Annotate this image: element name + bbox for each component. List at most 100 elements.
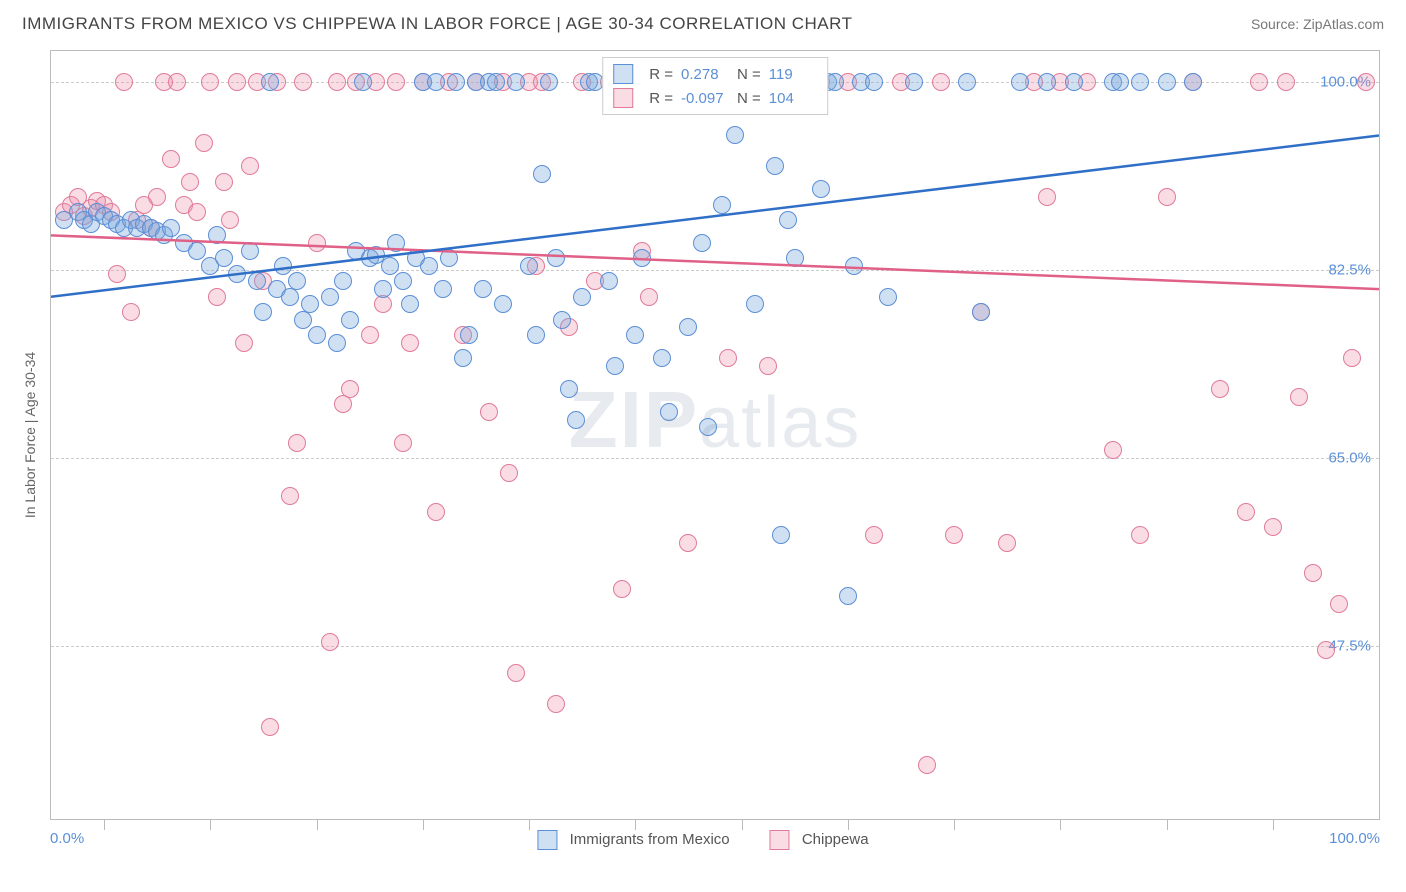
point-series1: [1038, 73, 1056, 91]
point-series1: [288, 272, 306, 290]
point-series1: [533, 165, 551, 183]
point-series2: [500, 464, 518, 482]
watermark: ZIPatlas: [569, 374, 862, 466]
xlegend-label-2: Chippewa: [802, 831, 869, 848]
point-series1: [427, 73, 445, 91]
point-series2: [918, 756, 936, 774]
point-series1: [460, 326, 478, 344]
point-series1: [826, 73, 844, 91]
point-series2: [1343, 349, 1361, 367]
point-series1: [274, 257, 292, 275]
stat-row-2: R = -0.097 N = 104: [613, 86, 817, 110]
point-series1: [334, 272, 352, 290]
point-series1: [845, 257, 863, 275]
point-series1: [746, 295, 764, 313]
x-tick: [742, 820, 743, 830]
n-value-1: 119: [769, 66, 817, 83]
point-series2: [261, 718, 279, 736]
point-series2: [1277, 73, 1295, 91]
point-series2: [613, 580, 631, 598]
point-series2: [865, 526, 883, 544]
point-series2: [108, 265, 126, 283]
point-series1: [254, 303, 272, 321]
point-series2: [640, 288, 658, 306]
point-series1: [660, 403, 678, 421]
y-tick-label: 82.5%: [1328, 261, 1371, 278]
point-series2: [1357, 73, 1375, 91]
point-series1: [434, 280, 452, 298]
point-series1: [699, 418, 717, 436]
n-label-1: N =: [737, 66, 761, 83]
point-series2: [1158, 188, 1176, 206]
point-series2: [1304, 564, 1322, 582]
point-series1: [626, 326, 644, 344]
n-label-2: N =: [737, 90, 761, 107]
point-series2: [998, 534, 1016, 552]
point-series2: [228, 73, 246, 91]
point-series1: [553, 311, 571, 329]
y-axis-label: In Labor Force | Age 30-34: [22, 352, 38, 518]
point-series1: [839, 587, 857, 605]
point-series1: [972, 303, 990, 321]
point-series2: [321, 633, 339, 651]
r-label-1: R =: [649, 66, 673, 83]
xlegend-item-1: Immigrants from Mexico: [537, 830, 729, 850]
point-series2: [308, 234, 326, 252]
point-series2: [1038, 188, 1056, 206]
point-series1: [772, 526, 790, 544]
point-series1: [447, 73, 465, 91]
point-series1: [527, 326, 545, 344]
x-tick: [1060, 820, 1061, 830]
y-tick-label: 47.5%: [1328, 638, 1371, 655]
x-tick: [210, 820, 211, 830]
point-series1: [1065, 73, 1083, 91]
point-series2: [1104, 441, 1122, 459]
point-series1: [328, 334, 346, 352]
point-series1: [387, 234, 405, 252]
x-tick: [1167, 820, 1168, 830]
stat-legend: R = 0.278 N = 119 R = -0.097 N = 104: [602, 57, 828, 115]
point-series1: [1158, 73, 1176, 91]
point-series2: [401, 334, 419, 352]
point-series2: [188, 203, 206, 221]
point-series1: [494, 295, 512, 313]
x-tick: [635, 820, 636, 830]
point-series2: [1317, 641, 1335, 659]
swatch-x1: [537, 830, 557, 850]
point-series2: [1290, 388, 1308, 406]
point-series1: [374, 280, 392, 298]
point-series1: [653, 349, 671, 367]
point-series1: [215, 249, 233, 267]
point-series1: [779, 211, 797, 229]
point-series2: [1211, 380, 1229, 398]
point-series2: [195, 134, 213, 152]
point-series1: [241, 242, 259, 260]
point-series1: [281, 288, 299, 306]
point-series1: [401, 295, 419, 313]
point-series1: [606, 357, 624, 375]
point-series2: [294, 73, 312, 91]
point-series2: [215, 173, 233, 191]
point-series2: [288, 434, 306, 452]
point-series1: [308, 326, 326, 344]
x-tick: [529, 820, 530, 830]
point-series1: [560, 380, 578, 398]
swatch-series2: [613, 88, 633, 108]
point-series2: [148, 188, 166, 206]
point-series2: [181, 173, 199, 191]
x-tick: [104, 820, 105, 830]
point-series2: [281, 487, 299, 505]
point-series2: [168, 73, 186, 91]
point-series1: [726, 126, 744, 144]
point-series1: [248, 272, 266, 290]
point-series2: [334, 395, 352, 413]
point-series1: [812, 180, 830, 198]
point-series1: [905, 73, 923, 91]
point-series1: [633, 249, 651, 267]
point-series1: [1111, 73, 1129, 91]
point-series2: [221, 211, 239, 229]
point-series1: [507, 73, 525, 91]
r-value-2: -0.097: [681, 90, 729, 107]
x-max-label: 100.0%: [1329, 830, 1380, 847]
point-series1: [958, 73, 976, 91]
